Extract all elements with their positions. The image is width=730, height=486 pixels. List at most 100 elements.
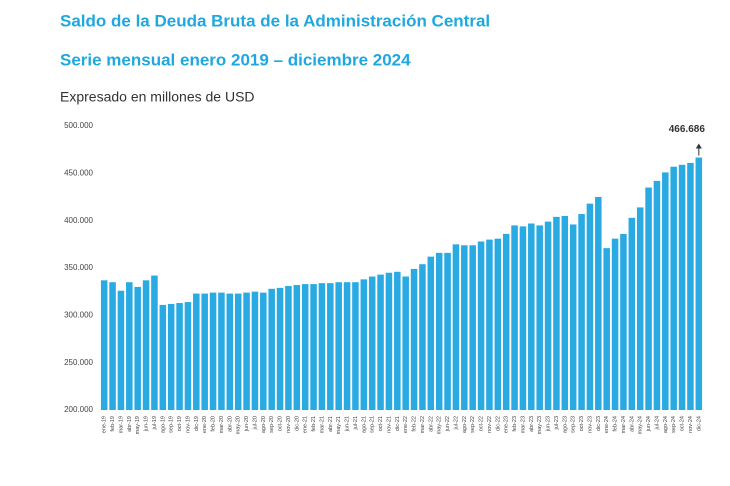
bar xyxy=(142,280,150,410)
x-tick-label: jun-19 xyxy=(144,416,150,432)
x-tick-label: nov-22 xyxy=(487,416,493,433)
x-tick-label: ene-19 xyxy=(102,416,108,433)
x-tick-label: ene-23 xyxy=(504,416,510,433)
bar xyxy=(528,223,535,410)
y-tick-label: 350.000 xyxy=(64,263,93,272)
bar xyxy=(519,226,527,410)
bar xyxy=(410,268,418,410)
bar xyxy=(394,271,401,410)
x-tick-label: sep-23 xyxy=(571,416,577,433)
bar xyxy=(377,274,384,410)
x-tick-label: abr-21 xyxy=(328,416,334,432)
x-tick-label: ago-21 xyxy=(361,416,367,433)
bar xyxy=(645,187,652,410)
bar xyxy=(469,245,476,410)
bar xyxy=(335,282,342,410)
x-tick-label: nov-23 xyxy=(587,416,593,433)
x-tick-label: nov-20 xyxy=(286,416,292,433)
x-tick-label: dic-22 xyxy=(495,416,501,431)
bar xyxy=(461,245,468,410)
x-tick-label: jun-21 xyxy=(345,416,351,432)
bar xyxy=(402,276,409,410)
bar xyxy=(444,252,451,410)
bar xyxy=(151,275,158,410)
x-tick-label: dic-20 xyxy=(294,416,300,431)
x-tick-label: feb-21 xyxy=(311,416,317,432)
x-tick-label: ago-20 xyxy=(261,416,267,433)
x-tick-label: abr-22 xyxy=(428,416,434,432)
x-tick-label: may-19 xyxy=(135,416,141,434)
x-tick-label: sep-22 xyxy=(470,416,476,433)
bar xyxy=(193,293,200,410)
bar xyxy=(285,285,292,410)
bar xyxy=(553,216,560,410)
bar xyxy=(327,283,334,410)
bar xyxy=(435,252,443,410)
x-tick-label: may-22 xyxy=(437,416,443,434)
value-label: 466.686 xyxy=(669,124,706,135)
x-tick-label: oct-19 xyxy=(177,416,183,431)
x-tick-label: nov-21 xyxy=(386,416,392,433)
x-tick-label: nov-24 xyxy=(688,416,694,433)
x-tick-label: dic-19 xyxy=(194,416,200,431)
x-tick-label: jul-21 xyxy=(353,416,359,430)
bar xyxy=(293,285,301,410)
bar xyxy=(126,282,133,410)
bar xyxy=(368,276,376,410)
bar xyxy=(611,238,619,410)
bar xyxy=(301,284,309,410)
x-tick-label: oct-22 xyxy=(479,416,485,431)
bar xyxy=(352,282,359,410)
x-tick-label: mar-24 xyxy=(621,416,627,433)
x-tick-label: may-23 xyxy=(537,416,543,434)
bar xyxy=(452,244,460,410)
x-tick-label: abr-23 xyxy=(529,416,535,432)
bar xyxy=(678,164,686,410)
x-tick-label: sep-24 xyxy=(671,416,677,433)
bar xyxy=(419,264,426,410)
x-tick-label: jul-20 xyxy=(252,416,258,430)
x-tick-label: jun-22 xyxy=(445,416,451,432)
bar xyxy=(184,302,192,410)
x-tick-label: abr-20 xyxy=(227,416,233,432)
x-tick-label: oct-21 xyxy=(378,416,384,431)
x-tick-label: feb-22 xyxy=(412,416,418,432)
x-tick-label: mar-20 xyxy=(219,416,225,433)
bar xyxy=(687,162,694,410)
y-tick-label: 250.000 xyxy=(64,358,93,367)
x-tick-label: mar-23 xyxy=(520,416,526,433)
y-tick-label: 400.000 xyxy=(64,216,93,225)
bar xyxy=(569,224,577,410)
bar xyxy=(167,303,175,410)
bar xyxy=(260,292,267,410)
x-tick-label: ago-23 xyxy=(562,416,568,433)
unit-note: Expresado en millones de USD xyxy=(60,89,255,105)
x-tick-label: ene-22 xyxy=(403,416,409,433)
x-tick-label: jul-24 xyxy=(654,416,660,430)
x-tick-label: ago-22 xyxy=(462,416,468,433)
x-tick-label: ene-20 xyxy=(202,416,208,433)
chart-subtitle: Serie mensual enero 2019 – diciembre 202… xyxy=(60,50,411,69)
x-tick-label: mar-22 xyxy=(420,416,426,433)
x-tick-label: oct-20 xyxy=(278,416,284,431)
x-tick-label: nov-19 xyxy=(185,416,191,433)
bar xyxy=(234,293,242,410)
bar xyxy=(243,292,250,410)
x-tick-label: may-21 xyxy=(336,416,342,434)
x-tick-label: dic-21 xyxy=(395,416,401,431)
bar xyxy=(511,225,518,410)
x-tick-label: oct-23 xyxy=(579,416,585,431)
bar xyxy=(218,292,225,410)
bar xyxy=(117,290,125,410)
y-tick-label: 500.000 xyxy=(64,121,93,130)
x-tick-label: jun-20 xyxy=(244,416,250,432)
bar xyxy=(662,172,669,410)
bar xyxy=(670,166,677,410)
bar xyxy=(603,248,610,410)
y-tick-label: 300.000 xyxy=(64,310,93,319)
bar xyxy=(268,288,275,410)
x-tick-label: feb-24 xyxy=(613,416,619,432)
x-tick-label: ago-19 xyxy=(160,416,166,433)
bar xyxy=(653,180,661,410)
